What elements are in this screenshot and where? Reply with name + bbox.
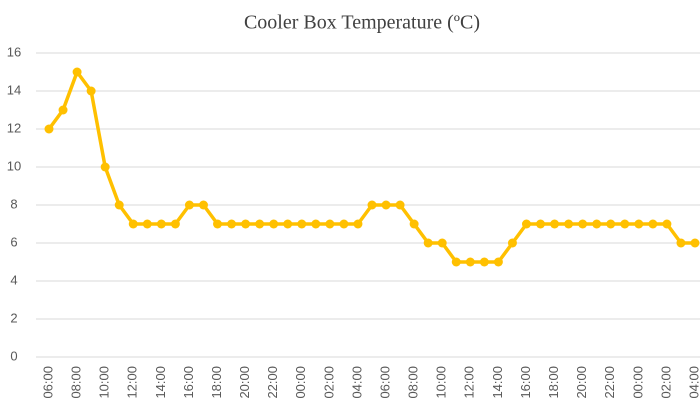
marker xyxy=(465,257,475,267)
marker xyxy=(184,200,194,210)
x-tick-label: 10:00 xyxy=(97,366,112,399)
marker xyxy=(606,219,616,229)
chart-title: Cooler Box Temperature (ºC) xyxy=(244,12,480,34)
y-tick-label: 0 xyxy=(10,348,17,363)
x-tick-label: 08:00 xyxy=(69,366,84,399)
marker xyxy=(213,219,223,229)
marker xyxy=(198,200,208,210)
marker xyxy=(156,219,166,229)
x-tick-label: 16:00 xyxy=(518,366,533,399)
y-tick-label: 10 xyxy=(7,158,21,173)
marker xyxy=(269,219,279,229)
marker xyxy=(493,257,503,267)
y-tick-label: 8 xyxy=(10,196,17,211)
marker xyxy=(437,238,447,248)
x-tick-label: 20:00 xyxy=(574,366,589,399)
y-tick-label: 6 xyxy=(10,234,17,249)
marker xyxy=(170,219,180,229)
marker xyxy=(550,219,560,229)
marker xyxy=(479,257,489,267)
marker xyxy=(297,219,307,229)
x-tick-label: 22:00 xyxy=(602,366,617,399)
marker xyxy=(634,219,644,229)
marker xyxy=(662,219,672,229)
x-tick-label: 18:00 xyxy=(209,366,224,399)
marker xyxy=(409,219,419,229)
x-tick-label: 02:00 xyxy=(658,366,673,399)
y-tick-label: 14 xyxy=(7,82,21,97)
marker xyxy=(44,124,54,134)
x-tick-label: 04:00 xyxy=(686,366,700,399)
marker xyxy=(676,238,686,248)
marker xyxy=(521,219,531,229)
marker xyxy=(690,238,700,248)
marker xyxy=(227,219,237,229)
marker xyxy=(353,219,363,229)
marker xyxy=(395,200,405,210)
y-tick-label: 12 xyxy=(7,120,21,135)
x-tick-label: 12:00 xyxy=(462,366,477,399)
x-tick-label: 08:00 xyxy=(406,366,421,399)
marker xyxy=(367,200,377,210)
x-tick-label: 02:00 xyxy=(321,366,336,399)
x-tick-label: 16:00 xyxy=(181,366,196,399)
x-tick-label: 22:00 xyxy=(265,366,280,399)
marker xyxy=(592,219,602,229)
marker xyxy=(578,219,588,229)
x-tick-label: 00:00 xyxy=(293,366,308,399)
marker xyxy=(58,105,68,115)
marker xyxy=(564,219,574,229)
marker xyxy=(86,86,96,96)
marker xyxy=(507,238,517,248)
x-tick-label: 06:00 xyxy=(40,366,55,399)
marker xyxy=(241,219,251,229)
y-tick-label: 16 xyxy=(7,44,21,59)
x-tick-label: 06:00 xyxy=(377,366,392,399)
marker xyxy=(142,219,152,229)
y-tick-label: 4 xyxy=(10,272,17,287)
marker xyxy=(283,219,293,229)
marker xyxy=(72,67,82,77)
marker xyxy=(423,238,433,248)
marker xyxy=(648,219,658,229)
marker xyxy=(620,219,630,229)
x-tick-label: 20:00 xyxy=(237,366,252,399)
x-tick-label: 00:00 xyxy=(630,366,645,399)
marker xyxy=(100,162,110,172)
x-tick-label: 18:00 xyxy=(546,366,561,399)
x-tick-label: 04:00 xyxy=(349,366,364,399)
marker xyxy=(339,219,349,229)
x-tick-label: 14:00 xyxy=(153,366,168,399)
marker xyxy=(325,219,335,229)
marker xyxy=(114,200,124,210)
marker xyxy=(536,219,546,229)
x-tick-label: 14:00 xyxy=(490,366,505,399)
marker xyxy=(128,219,138,229)
x-tick-label: 12:00 xyxy=(125,366,140,399)
marker xyxy=(381,200,391,210)
marker xyxy=(451,257,461,267)
marker xyxy=(311,219,321,229)
y-tick-label: 2 xyxy=(10,310,17,325)
x-tick-label: 10:00 xyxy=(434,366,449,399)
marker xyxy=(255,219,265,229)
